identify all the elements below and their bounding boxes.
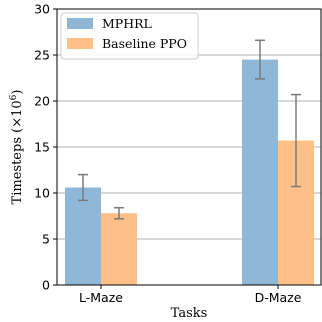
y-tick-label-5: 5 xyxy=(42,232,50,247)
legend-label-baseline-ppo: Baseline PPO xyxy=(102,36,187,51)
x-tick-label-l-maze: L-Maze xyxy=(79,290,123,305)
legend-label-mphrl: MPHRL xyxy=(102,16,152,31)
legend-box xyxy=(60,12,199,60)
error-bar-baseline-ppo-l-maze xyxy=(114,206,124,220)
y-tick-label-30: 30 xyxy=(34,2,50,17)
y-tick-labels: 0 5 10 15 20 25 30 xyxy=(34,2,57,293)
error-bar-baseline-ppo-d-maze xyxy=(291,93,301,188)
y-axis-label-exponent: 6 xyxy=(9,94,19,100)
bar-mphrl-l-maze xyxy=(65,187,101,285)
y-axis-label-base: Timesteps (×10 xyxy=(10,100,25,204)
error-bar-mphrl-l-maze xyxy=(78,173,88,202)
legend-swatch-mphrl xyxy=(67,18,93,29)
y-tick-label-15: 15 xyxy=(34,140,50,155)
y-axis-label-close: ) xyxy=(10,90,25,95)
y-axis-label: Timesteps (×106) xyxy=(9,90,25,205)
bar-mphrl-d-maze xyxy=(242,59,278,285)
bars xyxy=(65,59,314,285)
x-axis-label: Tasks xyxy=(171,306,208,321)
y-tick-label-25: 25 xyxy=(34,48,50,63)
bar-baseline-ppo-l-maze xyxy=(101,213,137,285)
x-tick-labels: L-Maze D-Maze xyxy=(79,285,302,305)
error-bar-mphrl-d-maze xyxy=(255,39,265,80)
y-tick-label-10: 10 xyxy=(34,186,50,201)
error-bars xyxy=(78,39,301,220)
legend: MPHRL Baseline PPO xyxy=(60,12,199,60)
x-tick-label-d-maze: D-Maze xyxy=(255,290,302,305)
legend-swatch-baseline-ppo xyxy=(67,38,93,49)
y-tick-label-0: 0 xyxy=(42,278,50,293)
y-tick-label-20: 20 xyxy=(34,94,50,109)
